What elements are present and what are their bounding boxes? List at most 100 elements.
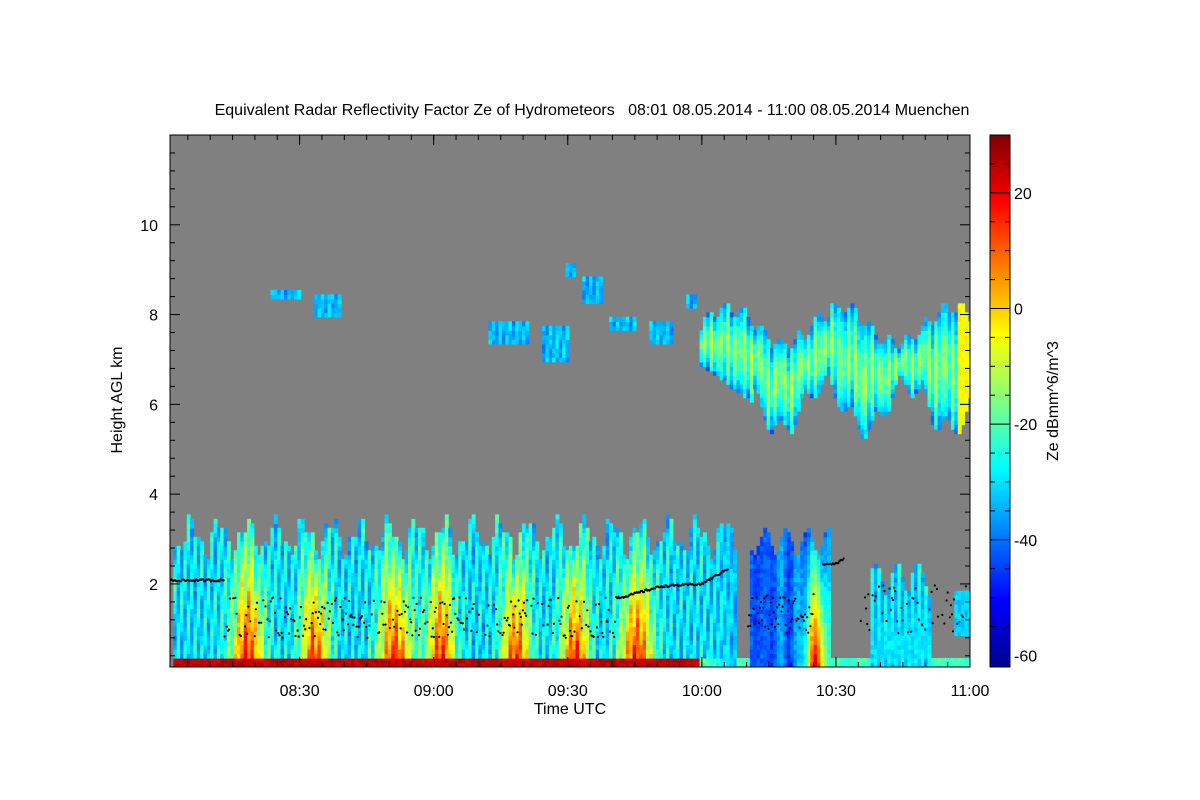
ze-cell: [330, 649, 335, 655]
ze-cell: [391, 559, 396, 565]
ze-cell: [535, 617, 540, 623]
ze-cell: [548, 631, 553, 637]
ze-cell: [314, 312, 319, 318]
ze-cell: [404, 572, 409, 578]
ze-cell: [374, 563, 379, 569]
ze-cell: [656, 325, 660, 331]
ze-cell: [619, 532, 624, 538]
ze-cell: [491, 640, 496, 646]
ze-cell: [622, 599, 627, 605]
ze-cell: [193, 554, 198, 560]
ze-cell: [639, 613, 644, 619]
ze-cell: [421, 559, 426, 565]
ze-cell: [669, 545, 674, 551]
ze-cell: [511, 563, 516, 569]
ze-cell: [213, 635, 218, 641]
ze-cell: [280, 559, 285, 565]
ze-cell: [334, 613, 339, 619]
ze-cell: [337, 298, 342, 304]
ze-cell: [518, 334, 523, 340]
ze-cell: [371, 604, 376, 610]
ze-cell: [582, 280, 587, 286]
ze-cell: [518, 658, 523, 664]
ze-cell: [518, 644, 523, 650]
ze-cell: [505, 545, 510, 551]
ze-cell: [521, 617, 526, 623]
ze-cell: [518, 568, 523, 574]
ze-cell: [270, 640, 275, 646]
ze-cell: [421, 613, 426, 619]
ze-cell: [280, 644, 285, 650]
ze-cell: [290, 289, 295, 295]
ze-cell: [394, 581, 399, 587]
ze-cell: [548, 613, 553, 619]
ze-cell: [696, 644, 701, 650]
ze-cell: [337, 653, 342, 659]
ze-cell: [176, 617, 181, 623]
ze-cell: [203, 608, 208, 614]
ze-cell: [578, 613, 583, 619]
ze-cell: [501, 613, 506, 619]
ze-cell: [672, 568, 677, 574]
ze-cell: [324, 312, 329, 318]
ze-cell: [669, 541, 674, 547]
ze-cell: [518, 635, 523, 641]
ze-cell: [595, 285, 600, 291]
ze-cell: [454, 604, 459, 610]
ze-cell: [290, 640, 295, 646]
ze-cell: [498, 608, 503, 614]
ze-cell: [404, 581, 409, 587]
ze-cell: [411, 568, 416, 574]
ze-cell: [552, 536, 557, 542]
ze-cell: [692, 644, 697, 650]
ze-cell: [448, 626, 453, 632]
ze-cell: [686, 662, 691, 667]
ze-cell: [317, 604, 322, 610]
ze-cell: [528, 608, 533, 614]
ze-cell: [642, 536, 647, 542]
ze-cell: [394, 622, 399, 628]
ze-cell: [431, 617, 436, 623]
ze-cell: [243, 536, 248, 542]
ze-cell: [532, 604, 536, 610]
ze-cell: [361, 626, 366, 632]
ze-cell: [381, 608, 386, 614]
ze-cell: [438, 626, 443, 632]
ze-cell: [190, 595, 195, 601]
ze-cell: [330, 527, 335, 533]
ze-cell: [357, 563, 362, 569]
ze-cell: [424, 635, 429, 641]
ze-cell: [481, 617, 486, 623]
ze-cell: [649, 617, 654, 623]
ze-cell: [582, 298, 587, 304]
ze-cell: [330, 581, 335, 587]
ze-cell: [532, 527, 536, 533]
ze-cell: [639, 644, 644, 650]
ze-cell: [689, 294, 694, 300]
ze-cell: [391, 649, 396, 655]
ze-cell: [585, 622, 590, 628]
ze-cell: [485, 595, 490, 601]
ze-cell: [407, 608, 412, 614]
ze-cell: [454, 568, 459, 574]
ze-cell: [521, 644, 526, 650]
ze-cell: [629, 595, 634, 601]
ze-cell: [351, 536, 355, 542]
ze-cell: [619, 550, 624, 556]
ze-cell: [213, 563, 218, 569]
ze-cell: [535, 572, 540, 578]
ze-cell: [495, 321, 500, 327]
ze-cell: [307, 608, 312, 614]
ze-cell: [682, 626, 687, 632]
ze-cell: [391, 662, 396, 667]
ze-cell: [649, 635, 654, 641]
ze-cell: [247, 626, 252, 632]
ze-cell: [377, 550, 382, 556]
ze-cell: [562, 640, 567, 646]
ze-cell: [545, 572, 550, 578]
ze-cell: [592, 280, 597, 286]
ze-cell: [562, 554, 567, 560]
ze-cell: [609, 545, 614, 551]
ze-cell: [304, 554, 309, 560]
ze-cell: [444, 559, 449, 565]
